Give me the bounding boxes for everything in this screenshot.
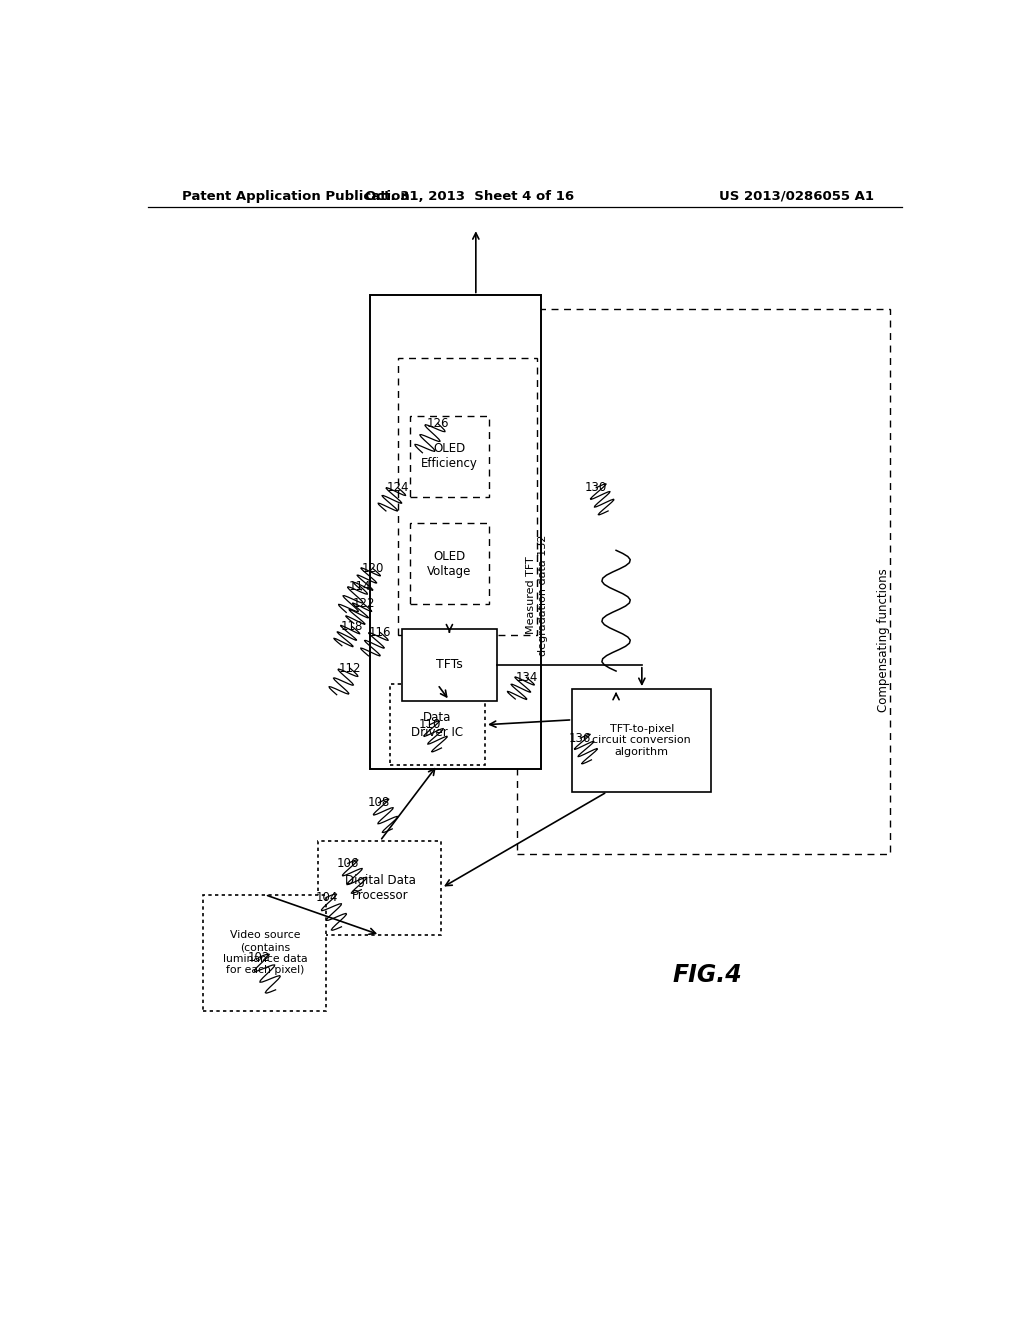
FancyBboxPatch shape bbox=[370, 296, 541, 770]
Text: 106: 106 bbox=[337, 857, 359, 870]
FancyBboxPatch shape bbox=[204, 895, 327, 1011]
Text: 112: 112 bbox=[339, 661, 361, 675]
Text: 130: 130 bbox=[585, 482, 607, 494]
Text: OLED
Voltage: OLED Voltage bbox=[427, 549, 472, 578]
Text: Video source
(contains
luminance data
for each pixel): Video source (contains luminance data fo… bbox=[222, 931, 307, 975]
Text: TFTs: TFTs bbox=[436, 659, 463, 672]
Text: OLED
Efficiency: OLED Efficiency bbox=[421, 442, 478, 470]
Text: 110: 110 bbox=[419, 718, 440, 731]
Text: Compensating functions: Compensating functions bbox=[877, 568, 890, 711]
FancyBboxPatch shape bbox=[318, 841, 441, 935]
FancyBboxPatch shape bbox=[401, 630, 497, 701]
FancyBboxPatch shape bbox=[410, 416, 489, 496]
Text: FIG.4: FIG.4 bbox=[673, 964, 742, 987]
Text: 126: 126 bbox=[426, 417, 449, 430]
Text: 102: 102 bbox=[248, 950, 270, 964]
Text: 124: 124 bbox=[387, 482, 409, 494]
Text: 116: 116 bbox=[369, 626, 391, 639]
Text: 122: 122 bbox=[352, 598, 375, 610]
Text: 134: 134 bbox=[515, 671, 538, 684]
Text: Measured TFT
degradation data 132: Measured TFT degradation data 132 bbox=[526, 535, 548, 656]
Text: 114: 114 bbox=[348, 579, 371, 593]
Text: 120: 120 bbox=[361, 562, 384, 574]
FancyBboxPatch shape bbox=[572, 689, 712, 792]
FancyBboxPatch shape bbox=[390, 685, 485, 766]
Text: Digital Data
Processor: Digital Data Processor bbox=[344, 874, 416, 902]
Text: 108: 108 bbox=[368, 796, 390, 809]
Text: Patent Application Publication: Patent Application Publication bbox=[182, 190, 410, 202]
Text: 118: 118 bbox=[341, 620, 362, 632]
Text: US 2013/0286055 A1: US 2013/0286055 A1 bbox=[719, 190, 873, 202]
Text: Data
Driver IC: Data Driver IC bbox=[412, 710, 464, 739]
FancyBboxPatch shape bbox=[410, 524, 489, 605]
Text: 104: 104 bbox=[315, 891, 338, 904]
Text: Oct. 31, 2013  Sheet 4 of 16: Oct. 31, 2013 Sheet 4 of 16 bbox=[365, 190, 573, 202]
Text: TFT-to-pixel
circuit conversion
algorithm: TFT-to-pixel circuit conversion algorith… bbox=[593, 723, 691, 756]
Text: 136: 136 bbox=[569, 731, 592, 744]
FancyBboxPatch shape bbox=[397, 358, 537, 635]
FancyBboxPatch shape bbox=[517, 309, 890, 854]
